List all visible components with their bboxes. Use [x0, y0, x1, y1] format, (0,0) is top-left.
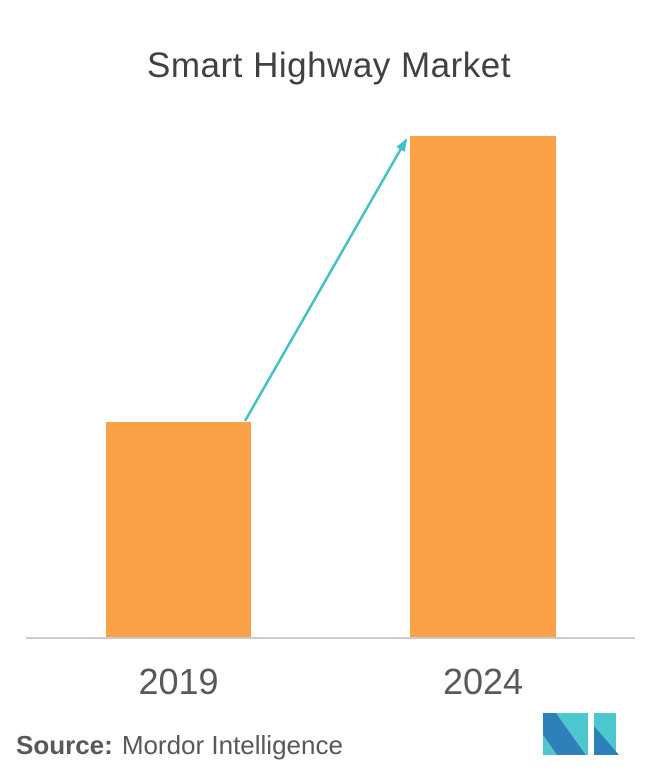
- source-label: Source:: [16, 730, 113, 760]
- chart-title: Smart Highway Market: [147, 46, 511, 85]
- logo-left-blue-stroke: [543, 713, 586, 755]
- source-text: Mordor Intelligence: [121, 730, 343, 760]
- growth-arrow-line: [243, 138, 408, 422]
- bar-2019: [106, 422, 251, 638]
- logo-right-blue-slash: [594, 726, 619, 755]
- x-axis-label-2019: 2019: [138, 661, 219, 702]
- logo-left-teal-panel: [556, 713, 588, 755]
- x-axis-label-2024: 2024: [442, 661, 524, 702]
- source-line: Source: Mordor Intelligence: [16, 730, 343, 761]
- mordor-intelligence-logo: [543, 713, 619, 755]
- bar-2024: [410, 136, 556, 638]
- x-axis-line: [26, 637, 635, 639]
